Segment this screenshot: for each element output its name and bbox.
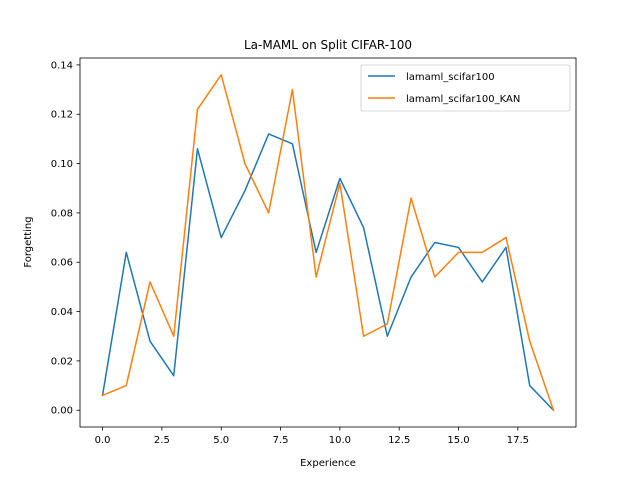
axes-frame	[79, 57, 577, 428]
y-tick-label: 0.04	[51, 307, 73, 318]
x-tick-label: 7.5	[273, 435, 289, 446]
y-tick-label: 0.12	[51, 110, 73, 121]
chart-title: La-MAML on Split CIFAR-100	[244, 38, 412, 52]
x-tick-label: 15.0	[447, 435, 469, 446]
y-tick-label: 0.02	[51, 356, 73, 367]
y-tick-label: 0.00	[51, 406, 73, 417]
x-axis-label: Experience	[300, 458, 356, 469]
plot-area: 0.0 2.5 5.0 7.5 10.0 12.5 15.0 17.5 0.00 0.02 0.04…	[51, 57, 577, 446]
y-tick-label: 0.10	[51, 159, 73, 170]
y-tick-label: 0.06	[51, 258, 73, 269]
x-tick-label: 2.5	[154, 435, 170, 446]
legend: lamaml_scifar100 lamaml_scifar100_KAN	[360, 64, 571, 112]
x-tick-label: 0.0	[95, 435, 111, 446]
y-tick-label: 0.14	[51, 60, 73, 71]
x-tick-label: 5.0	[213, 435, 229, 446]
y-axis-label: Forgetting	[23, 216, 34, 267]
series-line-1	[101, 133, 555, 412]
x-tick-label: 10.0	[329, 435, 351, 446]
legend-box	[360, 64, 571, 112]
x-tick-label: 12.5	[388, 435, 410, 446]
legend-label-1: lamaml_scifar100	[406, 72, 495, 83]
x-tick-label: 17.5	[507, 435, 529, 446]
y-tick-label: 0.08	[51, 208, 73, 219]
legend-label-2: lamaml_scifar100_KAN	[406, 94, 520, 105]
series-line-2	[101, 74, 555, 412]
